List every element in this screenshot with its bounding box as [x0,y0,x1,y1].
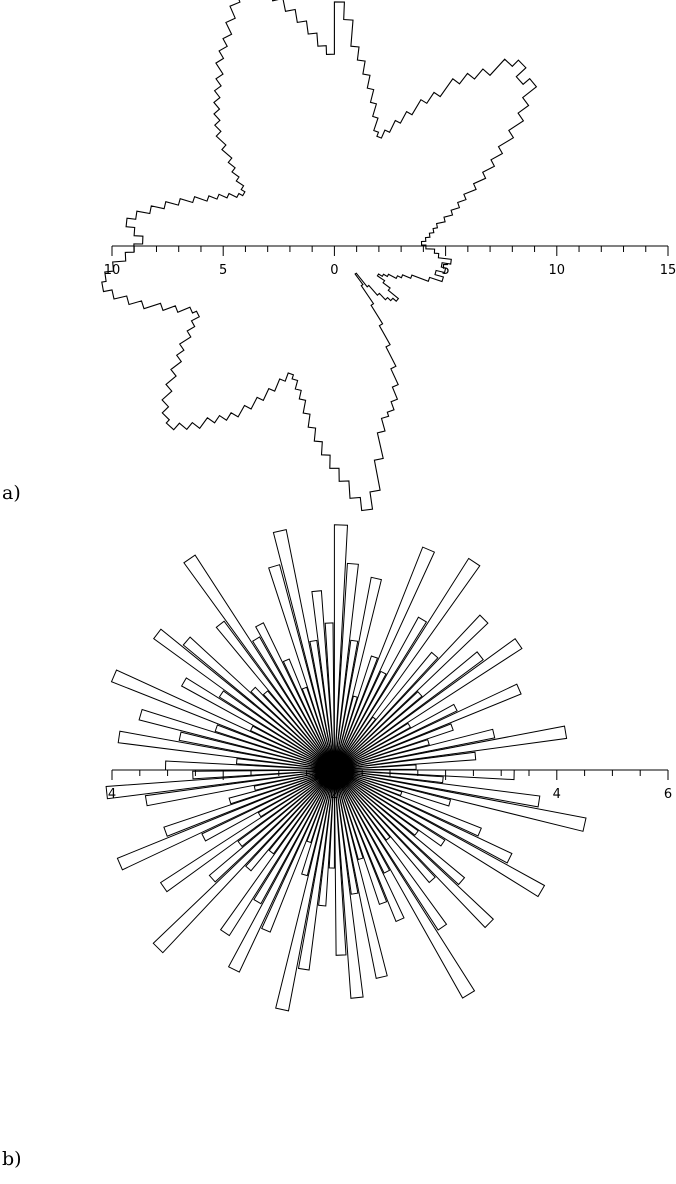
rose-spoke-b [221,770,335,936]
rose-spoke-b [334,770,474,998]
rose-spoke-b [334,770,493,928]
rose-spoke-b [334,639,522,770]
panel-label-b: b) [2,1148,22,1170]
x-tick-label-a: 0 [330,263,338,278]
rose-spoke-b [153,770,334,953]
x-tick-labels-a: 10 5 0 5 10 15 [104,263,676,278]
rose-chart-a: 10 5 0 5 10 15 [102,0,676,511]
rose-chart-b: 4 2 4 6 [106,525,672,1011]
x-tick-label-a: 5 [219,263,227,278]
x-tick-label-b: 6 [664,787,672,802]
x-tick-label-b: 2 [330,787,338,802]
x-tick-label-a: 15 [660,263,676,278]
x-tick-label-b: 4 [108,787,116,802]
rose-spoke-b [112,670,335,770]
rose-spokes-b [106,525,586,1011]
x-ticks-a [112,246,668,256]
x-tick-label-b: 4 [553,787,561,802]
rose-spoke-b [184,555,335,770]
x-tick-label-a: 5 [441,263,449,278]
x-tick-label-a: 10 [549,263,566,278]
x-tick-label-a: 10 [104,263,121,278]
rose-outline-a [102,0,537,511]
panel-label-a: a) [2,482,21,504]
rose-spoke-b [334,615,488,770]
